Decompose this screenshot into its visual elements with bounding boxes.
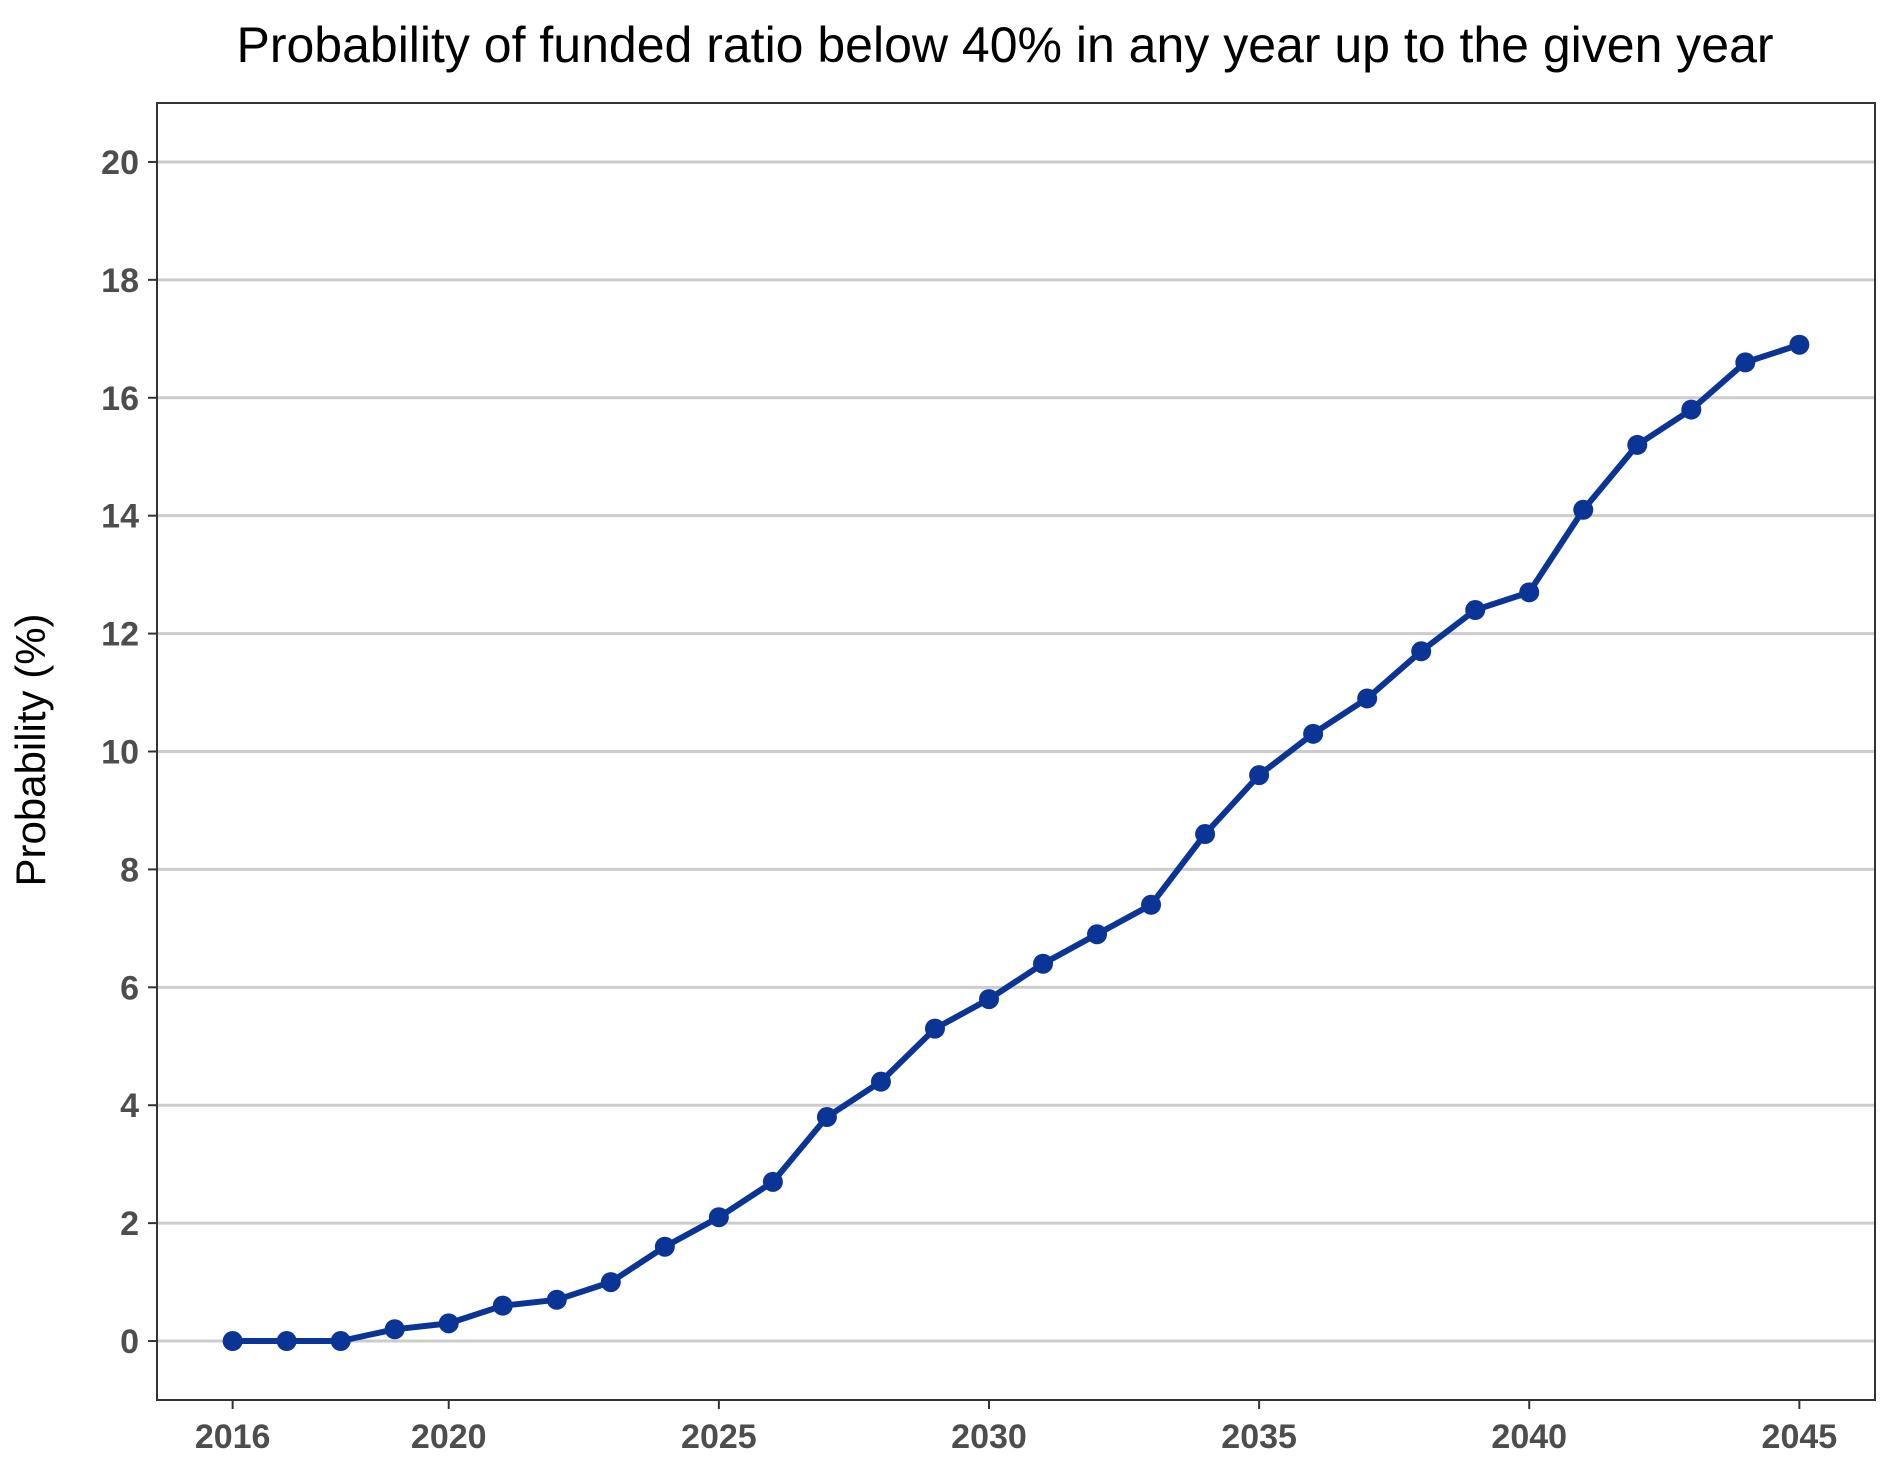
data-point xyxy=(1195,824,1216,845)
data-point xyxy=(384,1319,405,1340)
axes: 0 2 4 6 8 10 12 14 16 18 20 2016 2020 2025 2030 2035 204… xyxy=(101,144,1837,1456)
data-point xyxy=(438,1313,459,1334)
data-point xyxy=(1033,953,1054,974)
y-tick-label: 20 xyxy=(101,144,139,182)
y-tick-label: 14 xyxy=(101,498,139,536)
data-point xyxy=(978,989,999,1010)
data-point xyxy=(1519,582,1540,603)
data-point xyxy=(1681,399,1702,420)
data-point xyxy=(1465,600,1486,621)
data-point xyxy=(1573,499,1594,520)
data-point xyxy=(1249,765,1270,786)
data-point xyxy=(492,1295,513,1316)
series-layer xyxy=(222,334,1810,1352)
y-tick-label: 2 xyxy=(120,1205,139,1243)
y-tick-label: 4 xyxy=(120,1087,139,1125)
data-point xyxy=(546,1289,567,1310)
y-tick-label: 16 xyxy=(101,380,139,418)
data-point xyxy=(762,1171,783,1192)
x-tick-label: 2030 xyxy=(951,1418,1027,1456)
x-tick-label: 2045 xyxy=(1762,1418,1838,1456)
data-point xyxy=(600,1272,621,1293)
data-point xyxy=(1141,894,1162,915)
data-point xyxy=(924,1018,945,1039)
data-point xyxy=(1735,352,1756,373)
data-point xyxy=(1303,723,1324,744)
y-tick-label: 8 xyxy=(120,851,139,889)
data-point xyxy=(654,1236,675,1257)
data-point xyxy=(1627,434,1648,455)
x-tick-label: 2040 xyxy=(1491,1418,1567,1456)
gridlines xyxy=(157,160,1875,1343)
y-tick-label: 18 xyxy=(101,262,139,300)
x-tick-label: 2025 xyxy=(681,1418,757,1456)
data-point xyxy=(708,1207,729,1228)
data-point xyxy=(330,1331,351,1352)
data-point xyxy=(1789,334,1810,355)
data-point xyxy=(1357,688,1378,709)
data-point xyxy=(816,1107,837,1128)
y-axis-title: Probability (%) xyxy=(7,613,54,886)
data-point xyxy=(276,1331,297,1352)
series-line xyxy=(229,341,1803,1344)
data-point xyxy=(870,1071,891,1092)
chart-title: Probability of funded ratio below 40% in… xyxy=(236,17,1773,73)
x-tick-label: 2035 xyxy=(1221,1418,1297,1456)
data-point xyxy=(222,1331,243,1352)
data-point xyxy=(1411,641,1432,662)
y-tick-label: 10 xyxy=(101,734,139,772)
x-tick-label: 2020 xyxy=(411,1418,487,1456)
y-tick-label: 6 xyxy=(120,969,139,1007)
y-tick-label: 12 xyxy=(101,616,139,654)
x-tick-label: 2016 xyxy=(195,1418,271,1456)
y-tick-label: 0 xyxy=(120,1323,139,1361)
data-point xyxy=(1087,924,1108,945)
